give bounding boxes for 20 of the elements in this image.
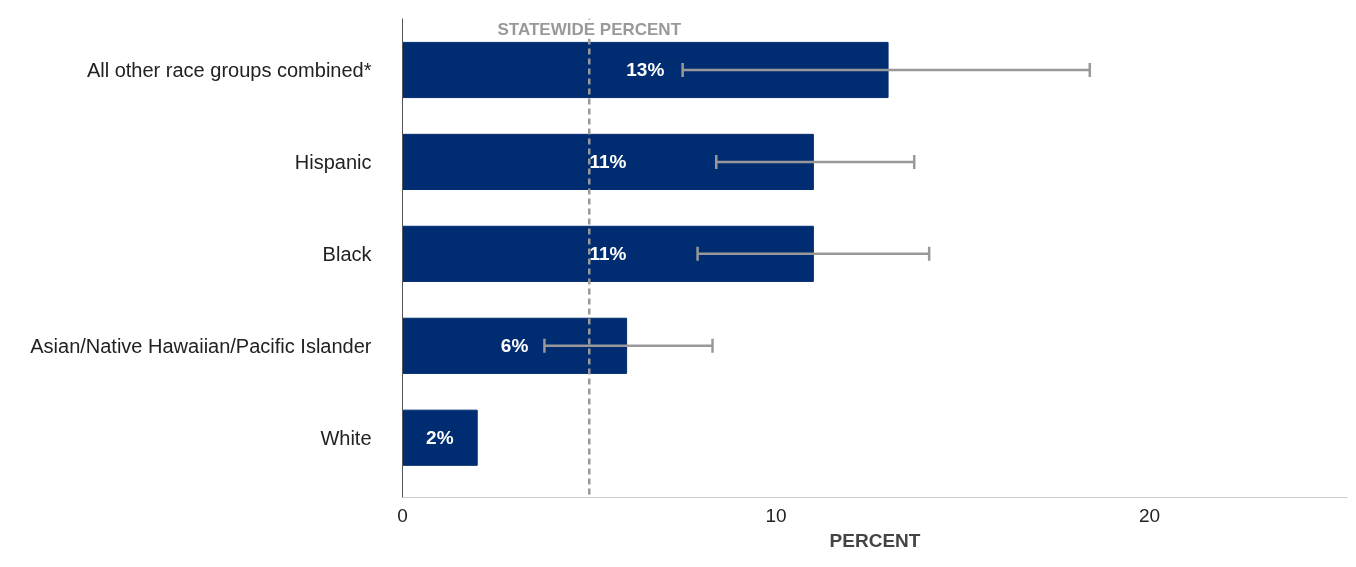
x-tick-label: 20	[1138, 504, 1161, 526]
data-label: 11%	[589, 151, 627, 173]
ref-line-label: STATEWIDE PERCENT	[497, 19, 682, 39]
bar	[402, 225, 814, 282]
y-tick-label: All other race groups combined*	[86, 58, 372, 81]
data-label: 6%	[500, 335, 529, 357]
y-tick-label: Hispanic	[294, 150, 372, 173]
x-tick-label: 10	[765, 504, 787, 526]
data-label: 11%	[589, 243, 627, 265]
bar	[402, 41, 889, 99]
x-tick-label: 0	[397, 504, 408, 526]
y-tick-label: White	[320, 426, 372, 449]
data-label: 2%	[426, 427, 454, 449]
bar	[402, 317, 628, 374]
bar	[402, 409, 478, 466]
data-label: 13%	[626, 59, 665, 81]
y-tick-label: Asian/Native Hawaiian/Pacific Islander	[30, 334, 372, 357]
x-axis-title: PERCENT	[829, 529, 921, 551]
y-tick-label: Black	[322, 242, 373, 265]
bar	[402, 133, 814, 191]
